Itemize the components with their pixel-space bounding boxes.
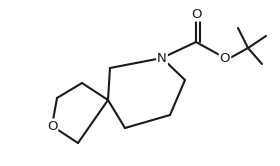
Text: O: O bbox=[47, 120, 57, 132]
Text: O: O bbox=[191, 7, 201, 20]
Text: N: N bbox=[157, 51, 167, 65]
Text: O: O bbox=[220, 51, 230, 65]
